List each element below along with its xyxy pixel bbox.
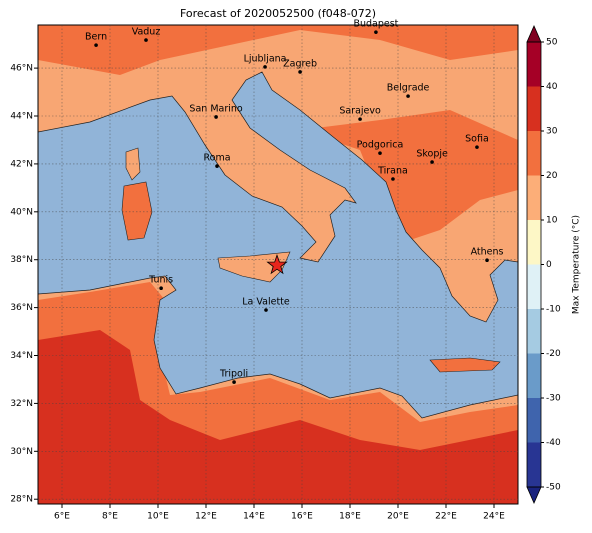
colorbar-label: Max Temperature (°C) bbox=[572, 215, 582, 314]
y-tick-label: 38°N bbox=[10, 255, 33, 265]
land-warm-balkans bbox=[300, 110, 518, 240]
y-tick-label: 34°N bbox=[10, 351, 33, 361]
x-tick-label: 24°E bbox=[483, 512, 505, 522]
city-dot bbox=[264, 308, 268, 312]
colorbar-segment bbox=[527, 131, 541, 176]
city-label: Belgrade bbox=[387, 83, 430, 94]
city-dot bbox=[214, 115, 218, 119]
city-dot bbox=[94, 43, 98, 47]
colorbar-segment bbox=[527, 398, 541, 443]
city-label: Skopje bbox=[416, 148, 448, 159]
city-label: Budapest bbox=[353, 19, 398, 30]
colorbar-segment bbox=[527, 264, 541, 309]
colorbar-tick-label: -30 bbox=[546, 394, 561, 404]
colorbar-segment bbox=[527, 42, 541, 87]
city-dot bbox=[430, 160, 434, 164]
city-dot bbox=[374, 30, 378, 34]
city-dot bbox=[263, 65, 267, 69]
y-tick-label: 44°N bbox=[10, 112, 33, 122]
city-dot bbox=[485, 258, 489, 262]
city-label: Bern bbox=[85, 32, 107, 43]
colorbar-segment bbox=[527, 220, 541, 265]
x-tick-label: 18°E bbox=[339, 512, 361, 522]
x-tick-label: 8°E bbox=[102, 512, 118, 522]
colorbar-tick-label: -20 bbox=[546, 349, 561, 359]
city-label: San Marino bbox=[189, 103, 242, 114]
city-dot bbox=[406, 94, 410, 98]
colorbar-tick-label: 40 bbox=[546, 82, 558, 92]
city-label: Tirana bbox=[377, 165, 408, 176]
y-tick-label: 42°N bbox=[10, 159, 33, 169]
y-tick-label: 28°N bbox=[10, 495, 33, 505]
highlight-star bbox=[266, 253, 288, 275]
x-tick-label: 16°E bbox=[291, 512, 313, 522]
city-dot bbox=[159, 286, 163, 291]
city-label: Tunis bbox=[148, 275, 173, 286]
colorbar-tick-label: -10 bbox=[546, 305, 561, 315]
city-dot bbox=[475, 145, 479, 149]
city-label: Roma bbox=[204, 153, 231, 164]
city-label: Podgorica bbox=[357, 140, 404, 151]
x-tick-label: 22°E bbox=[435, 512, 457, 522]
city-dot bbox=[144, 38, 148, 42]
crete bbox=[429, 357, 501, 373]
x-tick-label: 6°E bbox=[54, 512, 70, 522]
colorbar-segment bbox=[527, 309, 541, 354]
y-tick-label: 32°N bbox=[10, 399, 33, 409]
x-tick-label: 20°E bbox=[387, 512, 409, 522]
y-tick-label: 30°N bbox=[10, 447, 33, 457]
colorbar-tick-label: 10 bbox=[546, 216, 558, 226]
land-warm bbox=[38, 25, 518, 75]
city-label: Athens bbox=[471, 247, 504, 258]
sardinia bbox=[121, 181, 153, 241]
city-label: Sofia bbox=[465, 134, 489, 145]
city-dot bbox=[232, 380, 236, 384]
x-tick-label: 12°E bbox=[195, 512, 217, 522]
colorbar-segment bbox=[527, 353, 541, 398]
city-label: Tripoli bbox=[219, 369, 248, 380]
city-label: Vaduz bbox=[132, 27, 161, 38]
colorbar-segment bbox=[527, 86, 541, 131]
colorbar-tick-label: 50 bbox=[546, 38, 558, 48]
city-dot bbox=[298, 70, 302, 74]
x-tick-label: 14°E bbox=[243, 512, 265, 522]
colorbar-under bbox=[526, 486, 542, 504]
y-tick-label: 46°N bbox=[10, 64, 33, 74]
map-title: Forecast of 2020052500 (f048-072) bbox=[180, 7, 376, 20]
city-dot bbox=[358, 117, 362, 121]
y-tick-label: 36°N bbox=[10, 303, 33, 313]
colorbar-tick-label: -50 bbox=[546, 483, 561, 493]
city-label: Ljubljana bbox=[244, 53, 287, 64]
city-dot bbox=[378, 151, 382, 155]
colorbar-segment bbox=[527, 175, 541, 220]
city-dot bbox=[391, 177, 395, 181]
city-label: La Valette bbox=[242, 297, 290, 308]
city-label: Sarajevo bbox=[339, 106, 381, 117]
city-label: Zagreb bbox=[283, 58, 317, 69]
colorbar-tick-label: -40 bbox=[546, 438, 561, 448]
colorbar-tick-label: 30 bbox=[546, 127, 558, 137]
y-tick-label: 40°N bbox=[10, 207, 33, 217]
city-dot bbox=[215, 164, 219, 168]
colorbar-over bbox=[526, 25, 542, 43]
colorbar-segment bbox=[527, 442, 541, 487]
colorbar-tick-label: 20 bbox=[546, 171, 558, 181]
x-tick-label: 10°E bbox=[147, 512, 169, 522]
colorbar-tick-label: 0 bbox=[546, 260, 552, 270]
map-frame bbox=[37, 24, 519, 505]
